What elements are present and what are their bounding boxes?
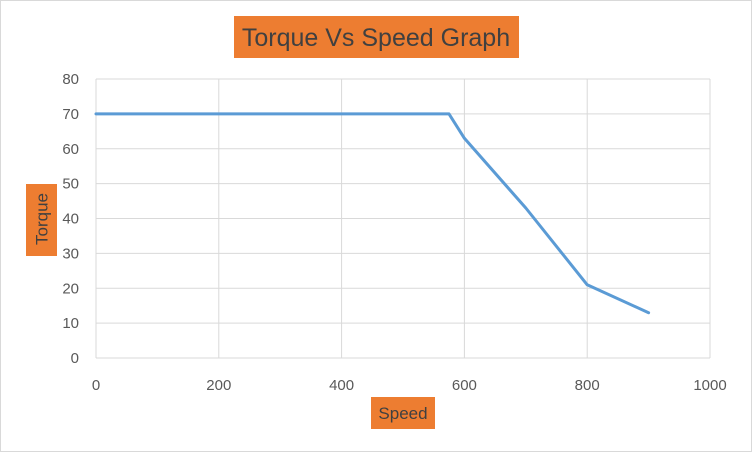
x-axis-ticks: 0 200 400 600 800 1000 [92,377,727,394]
y-tick-label: 30 [62,245,79,262]
x-tick-label: 200 [206,377,231,394]
chart-title-background [234,16,519,58]
y-tick-label: 60 [62,141,79,158]
y-tick-label: 50 [62,176,79,193]
y-axis-title-background [26,184,57,256]
y-axis-ticks: 0 10 20 30 40 50 60 70 80 [62,71,79,367]
y-tick-label: 0 [71,350,79,367]
y-tick-label: 10 [62,315,79,332]
x-axis-title-background [371,397,435,429]
chart-title: Torque Vs Speed Graph [242,24,510,52]
x-tick-label: 0 [92,377,100,394]
x-tick-label: 1000 [693,377,726,394]
x-tick-label: 600 [452,377,477,394]
y-axis-title: Torque [33,193,52,245]
y-tick-label: 40 [62,211,79,228]
gridlines [95,78,711,359]
x-tick-label: 400 [329,377,354,394]
series-group [94,112,651,315]
x-tick-label: 800 [575,377,600,394]
y-tick-label: 80 [62,71,79,88]
y-tick-label: 20 [62,280,79,297]
series-line-0 [94,112,651,315]
x-axis-title: Speed [378,404,427,423]
y-tick-label: 70 [62,106,79,123]
